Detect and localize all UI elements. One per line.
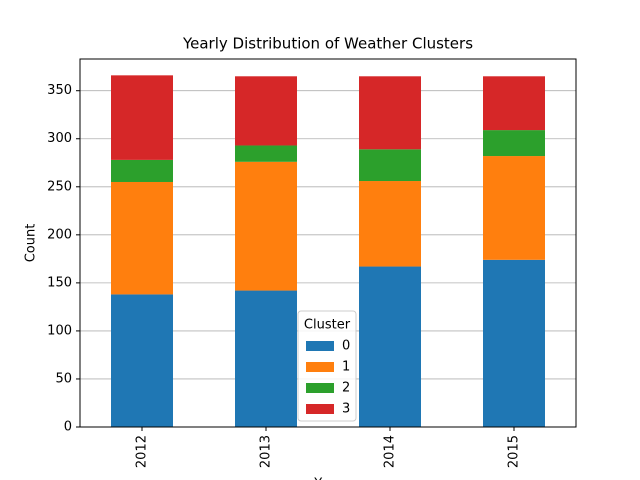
bar-segment [483, 156, 545, 260]
bar-segment [111, 75, 173, 160]
y-tick-label: 200 [47, 227, 72, 242]
bar-segment [235, 290, 297, 427]
bar-segment [359, 76, 421, 150]
chart-title: Yearly Distribution of Weather Clusters [182, 35, 473, 53]
legend-title: Cluster [304, 318, 351, 333]
y-tick-label: 250 [47, 179, 72, 194]
y-tick-label: 150 [47, 275, 72, 290]
bar-segment [359, 181, 421, 267]
bar-segment [359, 266, 421, 427]
x-tick-label: 2014 [383, 435, 398, 468]
bar-segment [111, 294, 173, 427]
y-tick-label: 350 [47, 83, 72, 98]
legend-swatch [306, 341, 334, 351]
bar-segment [483, 130, 545, 157]
legend-swatch [306, 383, 334, 393]
x-tick-label: 2012 [135, 435, 150, 468]
y-tick-label: 0 [64, 420, 72, 435]
legend-label: 1 [342, 360, 350, 375]
bar-segment [483, 76, 545, 131]
legend-swatch [306, 362, 334, 372]
y-axis-label: Count [24, 224, 39, 263]
plot-frame [79, 58, 577, 428]
x-axis-label: Year [313, 477, 342, 480]
bar-segment [235, 76, 297, 146]
y-tick-label: 50 [55, 371, 72, 386]
y-tick-label: 100 [47, 323, 72, 338]
x-tick-label: 2015 [507, 435, 522, 468]
bar-segment [235, 161, 297, 291]
bar-segment [111, 181, 173, 295]
legend-swatch [306, 404, 334, 414]
legend-label: 3 [342, 402, 350, 417]
legend-label: 2 [342, 381, 350, 396]
legend-label: 0 [342, 339, 350, 354]
x-tick-label: 2013 [259, 435, 274, 468]
bar-segment [235, 145, 297, 162]
bar-segment [111, 159, 173, 182]
bar-segment [483, 259, 545, 427]
bar-segment [359, 149, 421, 182]
y-tick-label: 300 [47, 131, 72, 146]
